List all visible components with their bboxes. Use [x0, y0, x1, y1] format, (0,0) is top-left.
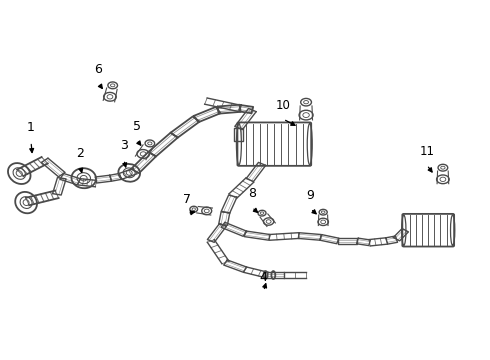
Text: 9: 9 [307, 189, 315, 202]
Text: 5: 5 [132, 120, 141, 133]
Text: 3: 3 [120, 139, 128, 152]
Text: 1: 1 [27, 121, 35, 134]
Text: 7: 7 [183, 193, 191, 206]
Text: 4: 4 [260, 271, 268, 284]
Text: 2: 2 [76, 147, 84, 159]
Text: 11: 11 [419, 145, 434, 158]
Text: 10: 10 [276, 99, 291, 112]
Text: 6: 6 [95, 63, 102, 76]
Text: 8: 8 [248, 187, 256, 200]
